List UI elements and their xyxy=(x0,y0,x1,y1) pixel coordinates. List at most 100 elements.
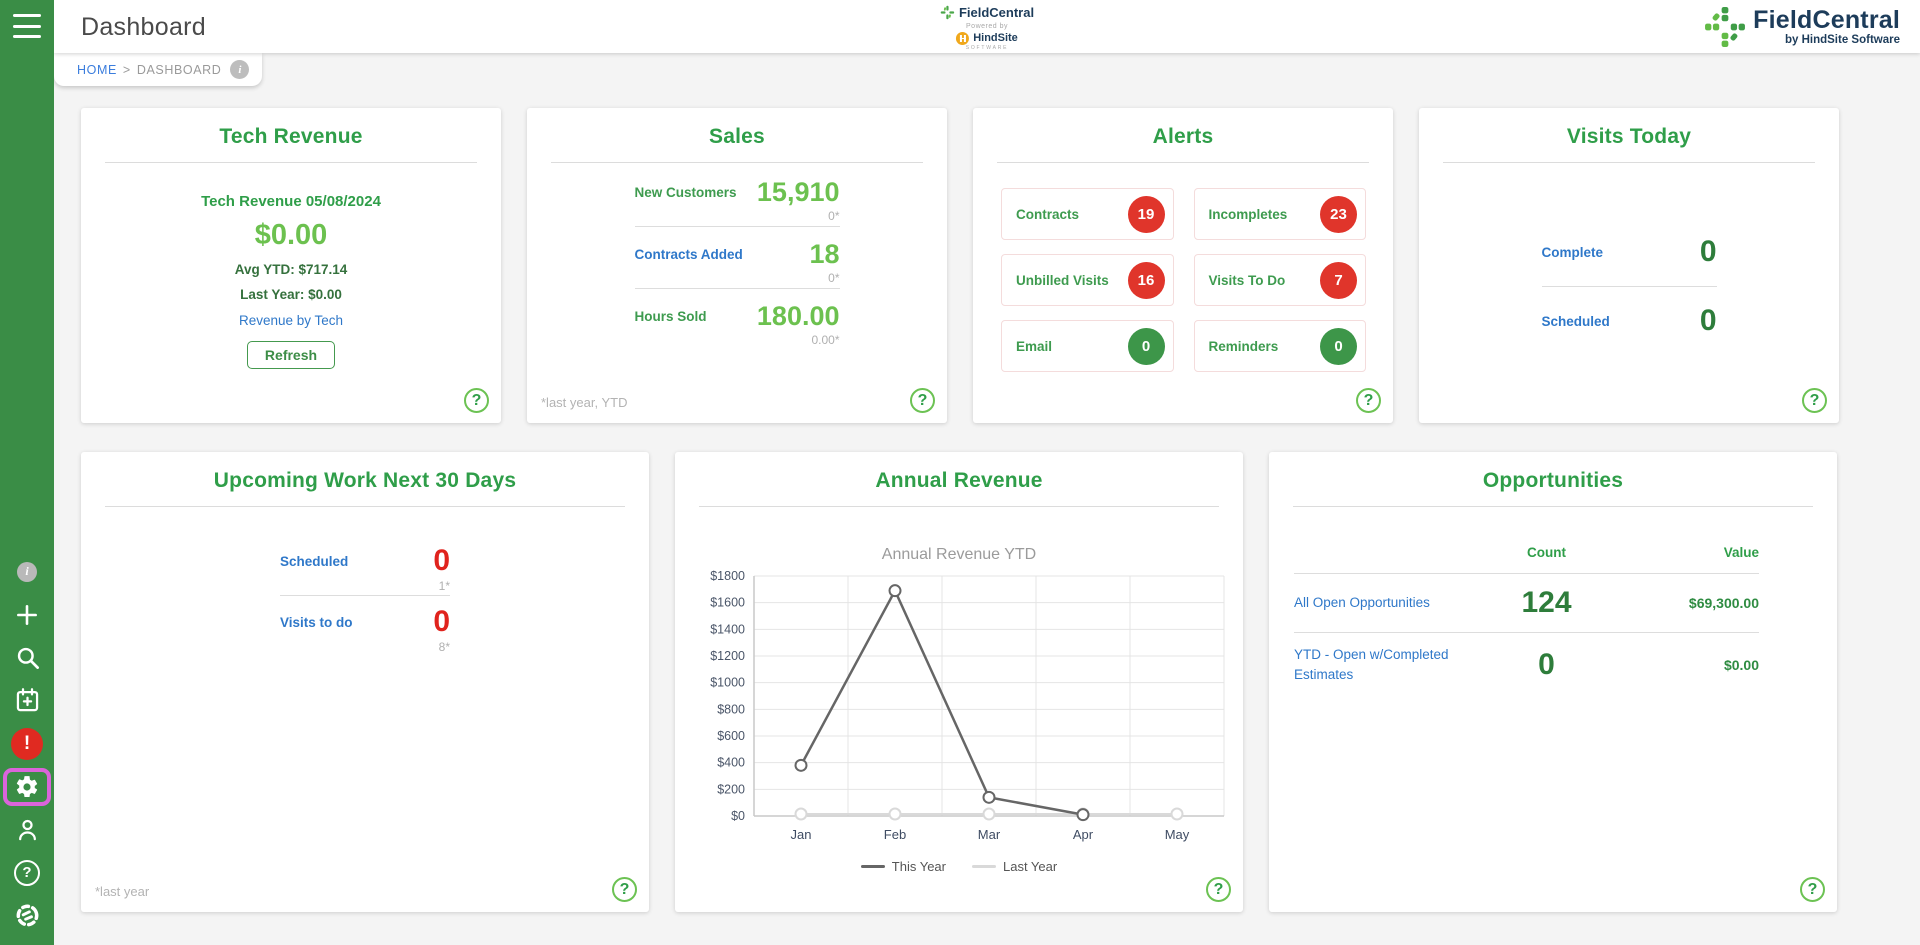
help-icon[interactable]: ? xyxy=(1802,388,1827,413)
sales-row-value: 180.00 xyxy=(756,301,840,331)
upcoming-work-footnote: *last year xyxy=(95,884,150,899)
sales-card: Sales New Customers 15,910 0* Contracts … xyxy=(527,108,947,423)
help-icon: ? xyxy=(14,859,40,886)
sidebar-icon-stack: i ! ? xyxy=(0,556,54,931)
refresh-button[interactable]: Refresh xyxy=(246,341,336,369)
dashboard-content: Tech Revenue Tech Revenue 05/08/2024 $0.… xyxy=(54,53,1920,945)
help-icon[interactable]: ? xyxy=(1800,877,1825,902)
sales-title: Sales xyxy=(709,125,765,148)
visits-row-value: 0 xyxy=(1699,235,1717,268)
visits-today-title: Visits Today xyxy=(1566,125,1692,148)
help-icon[interactable]: ? xyxy=(910,388,935,413)
sales-row: Contracts Added 18 0* xyxy=(634,227,840,289)
alert-tile-email[interactable]: Email 0 xyxy=(1001,320,1174,372)
svg-text:$1400: $1400 xyxy=(710,622,745,636)
breadcrumb: HOME > DASHBOARD i xyxy=(54,53,263,86)
upcoming-scheduled-link[interactable]: Scheduled xyxy=(280,553,349,569)
schedule-add-icon xyxy=(16,688,38,712)
opportunities-header-row: Count Value xyxy=(1294,545,1759,574)
alert-tile-visits-to-do[interactable]: Visits To Do 7 xyxy=(1193,254,1366,306)
annual-revenue-title: Annual Revenue xyxy=(875,469,1043,492)
divider xyxy=(1443,162,1815,163)
hamburger-menu-icon[interactable] xyxy=(13,14,41,38)
tech-revenue-card: Tech Revenue Tech Revenue 05/08/2024 $0.… xyxy=(81,108,501,423)
opportunities-value: $0.00 xyxy=(1723,656,1759,673)
divider xyxy=(699,506,1219,507)
sidebar-item-logo[interactable] xyxy=(0,900,54,931)
alert-tile-incompletes[interactable]: Incompletes 23 xyxy=(1193,188,1366,240)
add-icon xyxy=(17,604,37,625)
alert-tile-reminders[interactable]: Reminders 0 xyxy=(1193,320,1366,372)
breadcrumb-home-link[interactable]: HOME xyxy=(77,62,117,77)
opportunities-row: All Open Opportunities 124 $69,300.00 xyxy=(1294,574,1759,633)
divider xyxy=(1293,506,1813,507)
visits-row: Complete 0 xyxy=(1541,218,1717,287)
divider xyxy=(551,162,923,163)
help-icon[interactable]: ? xyxy=(464,388,489,413)
alert-label: Reminders xyxy=(1208,338,1279,354)
upcoming-row: Scheduled 0 1* xyxy=(280,535,450,596)
sidebar-item-add[interactable] xyxy=(0,599,54,630)
sales-row-value: 18 xyxy=(809,239,840,269)
legend-item-this-year[interactable]: This Year xyxy=(860,859,946,874)
opportunities-count: 124 xyxy=(1521,586,1572,619)
settings-gear-icon xyxy=(16,775,38,797)
all-open-opportunities-link[interactable]: All Open Opportunities xyxy=(1294,595,1430,611)
sidebar-item-search[interactable] xyxy=(0,642,54,673)
count-column-header: Count xyxy=(1527,545,1566,560)
card-row-2: Upcoming Work Next 30 Days Scheduled 0 1… xyxy=(81,452,1893,912)
opportunities-card: Opportunities Count Value All Open Oppor… xyxy=(1269,452,1837,912)
svg-text:$1000: $1000 xyxy=(710,676,745,690)
sidebar-item-alerts[interactable]: ! xyxy=(0,727,54,760)
sales-row-subvalue: 0.00* xyxy=(811,333,840,347)
sidebar-item-customers[interactable] xyxy=(0,814,54,845)
svg-text:$0: $0 xyxy=(731,809,745,823)
breadcrumb-separator: > xyxy=(122,62,131,77)
hindsite-mini-wordmark: HindSite xyxy=(973,32,1018,44)
sidebar-item-schedule[interactable] xyxy=(0,685,54,716)
upcoming-visits-to-do-link[interactable]: Visits to do xyxy=(280,614,353,630)
revenue-by-tech-link[interactable]: Revenue by Tech xyxy=(238,313,344,328)
search-icon xyxy=(17,647,39,669)
upcoming-row-subvalue: 8* xyxy=(438,640,450,654)
legend-label: This Year xyxy=(891,859,946,874)
tech-revenue-date: Tech Revenue 05/08/2024 xyxy=(201,193,381,210)
hindsite-mini-logo-icon xyxy=(956,32,970,45)
alerts-card: Alerts Contracts 19 Incompletes 23 Unbil… xyxy=(973,108,1393,423)
alert-count-badge: 23 xyxy=(1320,195,1357,233)
alerts-grid: Contracts 19 Incompletes 23 Unbilled Vis… xyxy=(1001,188,1366,372)
upcoming-work-card: Upcoming Work Next 30 Days Scheduled 0 1… xyxy=(81,452,649,912)
svg-text:$1200: $1200 xyxy=(710,649,745,663)
sidebar-item-help[interactable]: ? xyxy=(0,857,54,888)
help-icon[interactable]: ? xyxy=(1206,877,1231,902)
fieldcentral-mini-wordmark: FieldCentral xyxy=(958,5,1035,20)
contracts-added-link[interactable]: Contracts Added xyxy=(634,247,743,262)
brand-name: FieldCentral xyxy=(1753,5,1900,34)
alert-label: Visits To Do xyxy=(1208,272,1286,288)
svg-text:$800: $800 xyxy=(717,702,745,716)
opportunities-value: $69,300.00 xyxy=(1688,595,1759,611)
sidebar-item-info[interactable]: i xyxy=(0,556,54,587)
svg-text:$1800: $1800 xyxy=(710,569,745,583)
sidebar-item-settings[interactable] xyxy=(0,767,54,806)
sales-row-subvalue: 0* xyxy=(828,209,840,223)
svg-text:$200: $200 xyxy=(717,782,745,796)
help-icon[interactable]: ? xyxy=(612,877,637,902)
sales-row-label: Hours Sold xyxy=(634,309,707,324)
hindsite-logo-icon xyxy=(16,904,38,927)
legend-item-last-year[interactable]: Last Year xyxy=(971,859,1058,874)
scheduled-link[interactable]: Scheduled xyxy=(1541,313,1610,329)
divider xyxy=(105,506,625,507)
alert-tile-unbilled-visits[interactable]: Unbilled Visits 16 xyxy=(1001,254,1174,306)
fieldcentral-mini-logo-icon xyxy=(940,5,955,20)
complete-link[interactable]: Complete xyxy=(1541,244,1604,260)
breadcrumb-info-icon[interactable]: i xyxy=(230,60,250,79)
help-icon[interactable]: ? xyxy=(1356,388,1381,413)
info-icon: i xyxy=(17,561,37,582)
alert-tile-contracts[interactable]: Contracts 19 xyxy=(1001,188,1174,240)
sales-row-subvalue: 0* xyxy=(828,271,840,285)
tech-revenue-title: Tech Revenue xyxy=(219,125,363,148)
ytd-open-completed-estimates-link[interactable]: YTD - Open w/Completed Estimates xyxy=(1294,647,1449,682)
visits-today-card: Visits Today Complete 0 Scheduled 0 ? xyxy=(1419,108,1839,423)
legend-label: Last Year xyxy=(1002,859,1058,874)
